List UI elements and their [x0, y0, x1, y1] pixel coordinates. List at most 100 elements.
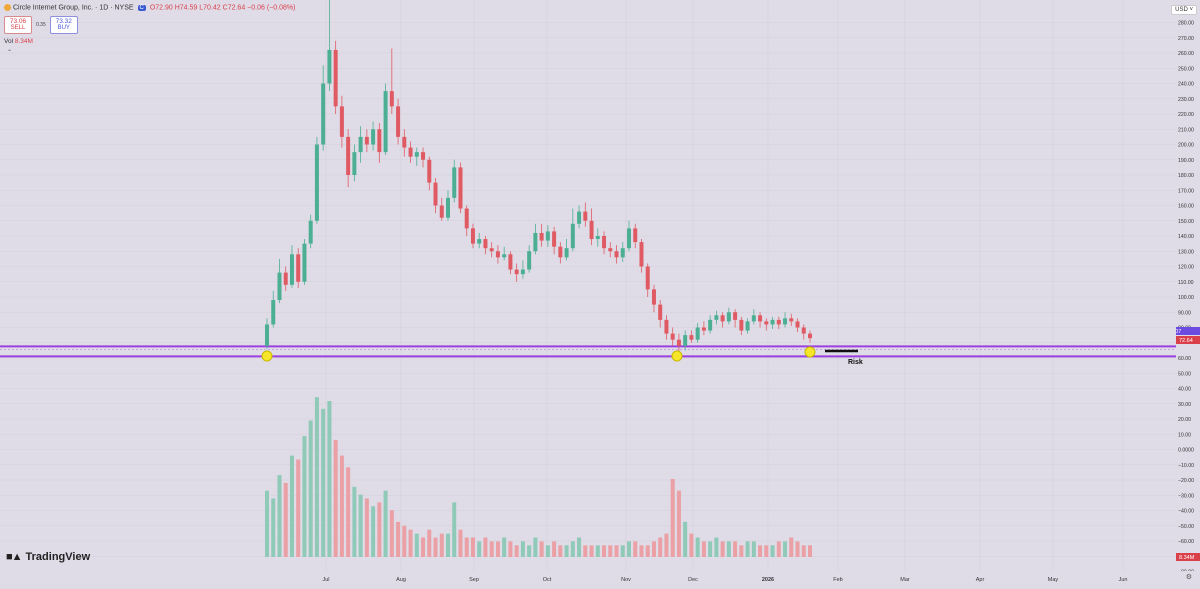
volume-bar [439, 533, 444, 557]
buy-button[interactable]: 73.32 BUY [49, 16, 78, 34]
candle-body [552, 231, 557, 247]
candle-body [321, 83, 326, 145]
change-value: −0.06 (−0.08%) [247, 4, 296, 12]
price-tick-label: 230.00 [1178, 97, 1194, 103]
volume-bar [577, 537, 582, 557]
time-tick-label: Jul [322, 577, 329, 583]
candle-body [520, 269, 525, 275]
volume-bar [614, 545, 619, 557]
volume-bar [470, 537, 475, 557]
candle-body [327, 49, 332, 84]
candle-body [402, 136, 407, 148]
price-tick-label: 90.00 [1178, 310, 1191, 316]
price-tick-label: 190.00 [1178, 158, 1194, 164]
volume-bar [458, 529, 463, 557]
candle-body [483, 239, 488, 249]
price-tick-label: 150.00 [1178, 219, 1194, 225]
volume-badge [1176, 553, 1200, 561]
volume-bar [602, 545, 607, 557]
buy-label: BUY [57, 25, 70, 31]
price-axis[interactable]: 280.00 270.00 260.00 250.00 240.00 230.00 220.… [1152, 0, 1200, 576]
volume-bar [452, 502, 457, 557]
candle-body [514, 269, 519, 275]
candle-body [620, 248, 625, 258]
tradingview-logo[interactable]: ■▲ TradingView [6, 551, 90, 563]
tradingview-logo-text: TradingView [25, 551, 91, 563]
volume-axis-label: 8.34M [1179, 555, 1195, 561]
volume-bar [770, 545, 775, 557]
volume-bar [520, 541, 525, 557]
volume-bar [695, 537, 700, 557]
volume-bar [639, 545, 644, 557]
volume-bar [352, 486, 357, 557]
symbol-title[interactable]: Circle Internet Group, Inc. · 1D · NYSE [12, 4, 134, 12]
volume-bar [495, 541, 500, 557]
candle-body [602, 236, 607, 249]
high-value: H74.59 [174, 4, 198, 12]
time-tick-label: Aug [396, 577, 406, 583]
candle-body [527, 251, 532, 270]
price-tick-label: 280.00 [1178, 21, 1194, 27]
volume-bar [758, 545, 763, 557]
price-tick-label: 240.00 [1178, 82, 1194, 88]
trade-buttons: 73.06 SELL 0.35 73.32 BUY [4, 16, 78, 34]
volume-bar [658, 537, 663, 557]
volume-bar [421, 537, 426, 557]
volume-bar [489, 541, 494, 557]
candle-body [421, 152, 426, 160]
currency-selector[interactable]: USD ˅ [1171, 5, 1197, 15]
chart-area[interactable]: Risk [0, 0, 1176, 571]
candle-body [489, 248, 494, 252]
volume-bar [545, 545, 550, 557]
symbol-logo-icon [4, 4, 11, 11]
candle-body [664, 319, 669, 334]
settings-gear-icon[interactable]: ⚙ [1185, 574, 1192, 581]
volume-bar [327, 401, 332, 557]
collapse-chevron-icon[interactable]: ⌃ [7, 50, 13, 56]
candle-body [389, 91, 394, 107]
volume-bar [789, 537, 794, 557]
candle-body [396, 106, 401, 137]
candle-body [277, 272, 282, 301]
price-tick-label: −50.00 [1178, 524, 1194, 530]
candle-body [676, 339, 681, 346]
volume-legend[interactable]: Vol 8.34M [4, 38, 33, 45]
price-chart[interactable]: Risk [0, 0, 1176, 571]
spread-value: 0.35 [36, 22, 46, 28]
time-tick-label: Jun [1119, 577, 1128, 583]
price-tick-label: 0.0000 [1178, 448, 1194, 454]
candle-body [314, 144, 319, 221]
volume-bar [751, 541, 756, 557]
price-tick-label: 40.00 [1178, 387, 1191, 393]
support-touch-marker [671, 350, 683, 362]
volume-bar [339, 455, 344, 557]
volume-bar [402, 525, 407, 557]
volume-bar [801, 545, 806, 557]
candle-body [651, 289, 656, 305]
candle-body [726, 312, 731, 322]
candle-body [808, 333, 812, 339]
volume-bar [333, 440, 338, 557]
symbol-legend[interactable]: Circle Internet Group, Inc. · 1D · NYSE … [4, 4, 296, 12]
price-tick-label: 100.00 [1178, 295, 1194, 301]
volume-bar [289, 455, 294, 557]
candle-body [283, 272, 288, 285]
currency-label: USD [1175, 7, 1188, 13]
price-tick-label: 270.00 [1178, 36, 1194, 42]
volume-bar [776, 541, 781, 557]
candle-body [302, 243, 307, 282]
price-axis-labels: 280.00 270.00 260.00 250.00 240.00 230.00 220.… [1152, 21, 1200, 576]
chevron-down-icon: ˅ [1189, 7, 1193, 13]
price-tick-label: −40.00 [1178, 509, 1194, 515]
price-tick-label: 220.00 [1178, 112, 1194, 118]
volume-bar [676, 490, 681, 557]
candle-body [739, 319, 744, 331]
candle-body [289, 254, 294, 285]
post-price-label: Post 73.07 [1176, 329, 1181, 335]
candle-body [745, 321, 750, 331]
price-tick-label: 210.00 [1178, 127, 1194, 133]
sell-button[interactable]: 73.06 SELL [4, 16, 32, 34]
close-value: C72.64 [222, 4, 246, 12]
candle-body [627, 228, 631, 249]
time-axis[interactable]: Jul Aug Sep Oct Nov Dec 2026 Feb Mar Apr May Jun [0, 571, 1200, 583]
